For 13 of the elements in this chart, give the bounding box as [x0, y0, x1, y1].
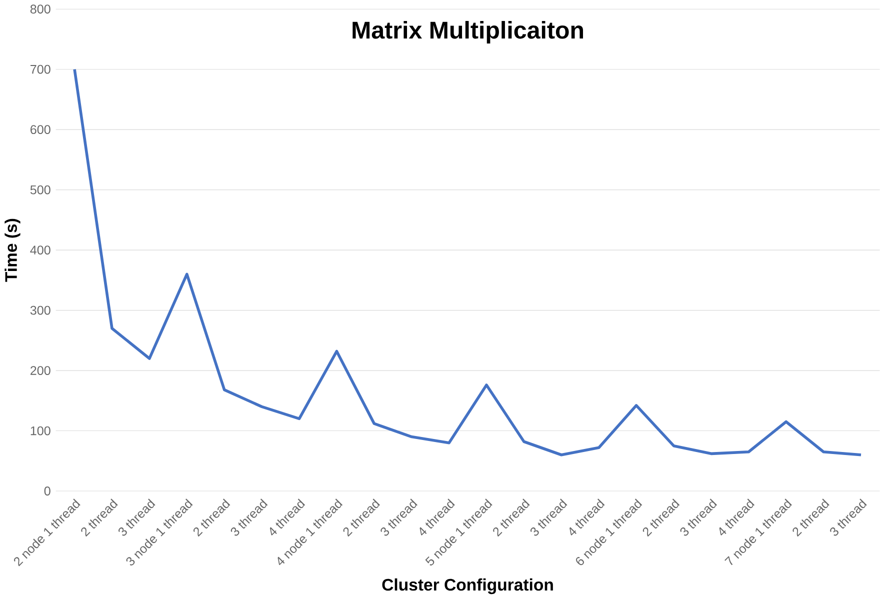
y-tick-label: 100 — [30, 426, 50, 436]
x-axis-title: Cluster Configuration — [382, 578, 553, 594]
y-axis-title: Time (s) — [4, 219, 20, 282]
y-tick-label: 300 — [30, 306, 50, 315]
chart-title: Matrix Multiplicaiton — [352, 21, 584, 44]
y-tick-label: 200 — [30, 366, 50, 376]
y-tick-label: 0 — [44, 486, 50, 496]
y-tick-label: 600 — [30, 125, 50, 134]
y-tick-label: 800 — [30, 4, 50, 14]
y-tick-label: 700 — [30, 65, 50, 74]
line-series — [73, 68, 862, 456]
y-tick-label: 400 — [30, 246, 50, 255]
y-tick-label: 500 — [30, 185, 50, 194]
